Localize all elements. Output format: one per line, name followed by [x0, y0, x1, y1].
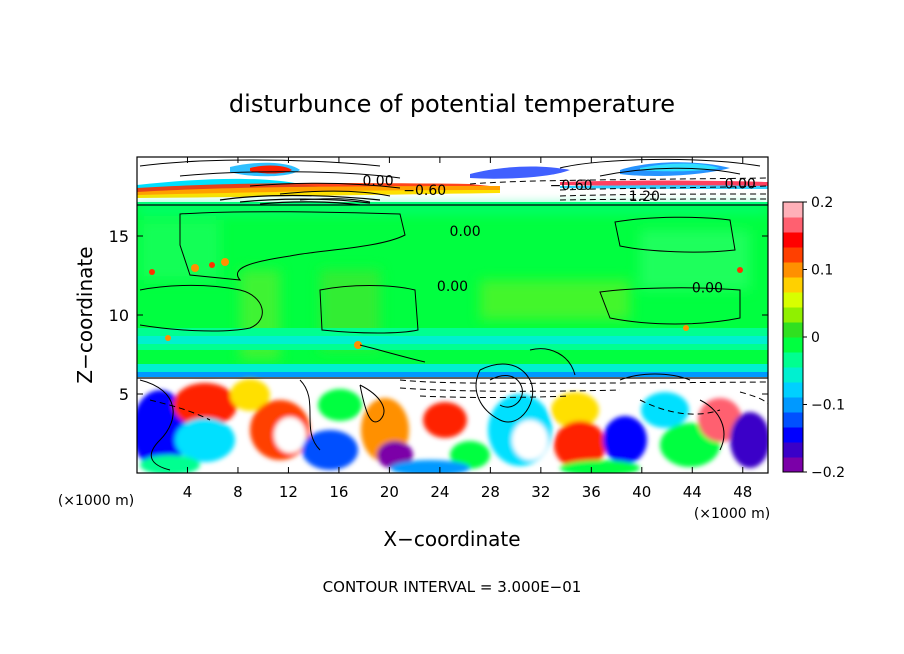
- colorbar-swatch: [783, 457, 803, 473]
- colorbar-ticks: 0.2 0.1 0 −0.1 −0.2: [803, 195, 845, 481]
- colorbar-swatch: [783, 277, 803, 293]
- colorbar-swatch: [783, 337, 803, 353]
- contour-lines-dashed: [149, 177, 768, 421]
- contour-label: 0.00: [450, 224, 481, 240]
- contour-label: 1.20: [629, 189, 660, 205]
- colorbar-tick-label: −0.1: [811, 398, 845, 414]
- upper-band-yellow: [137, 190, 500, 198]
- green-lower-band-2: [137, 336, 768, 344]
- colorbar-swatch: [783, 217, 803, 233]
- colorbar-tick-label: −0.2: [811, 465, 845, 481]
- upper-layer: [137, 157, 768, 206]
- green-lower-band-1: [137, 328, 768, 336]
- x-tick-label: 16: [329, 483, 348, 501]
- colorbar-tick-label: 0.1: [811, 263, 833, 279]
- x-tick-label: 4: [183, 483, 193, 501]
- speckles: [149, 258, 743, 349]
- lower-layer-blobs: [137, 379, 768, 473]
- x-axis-ticks: 4 8 12 16 20 24 28 32 36 40 44 48: [183, 157, 752, 501]
- y-axis-label: Z−coordinate: [73, 246, 97, 383]
- colorbar-swatch: [783, 382, 803, 398]
- upper-blob-blue: [470, 166, 570, 179]
- contour-interval-note: CONTOUR INTERVAL = 3.000E−01: [323, 578, 582, 596]
- y-axis-ticks: 5 10 15: [109, 227, 768, 404]
- colorbar-swatch: [783, 262, 803, 278]
- colorbar-swatch: [783, 442, 803, 458]
- y-tick-label: 5: [119, 385, 129, 404]
- contour-label: 0.00: [362, 173, 393, 189]
- plot-field: 0.00 −0.60 −0.60 1.20 0.00 0.00 0.00 0.00: [137, 157, 768, 473]
- colorbar-swatch: [783, 412, 803, 428]
- colorbar-swatch: [783, 247, 803, 263]
- y-tick-label: 15: [109, 227, 129, 246]
- chart-title: disturbunce of potential temperature: [229, 90, 675, 118]
- contour-label: 0.00: [437, 279, 468, 295]
- x-unit-right: (×1000 m): [694, 506, 770, 522]
- green-lower-band-5: [137, 372, 768, 377]
- contour-label: −0.60: [550, 178, 593, 194]
- colorbar-swatch: [783, 292, 803, 308]
- colorbar-swatch: [783, 367, 803, 383]
- colorbar-tick-label: 0.2: [811, 195, 833, 211]
- upper-strip-cyan: [560, 185, 768, 189]
- x-unit-left: (×1000 m): [58, 493, 134, 509]
- contour-lines-dense: [137, 194, 768, 379]
- x-axis-label: X−coordinate: [383, 527, 520, 551]
- colorbar-swatch: [783, 202, 803, 218]
- x-tick-label: 40: [632, 483, 651, 501]
- green-lower-band-4: [137, 364, 768, 372]
- green-lower-band-3: [137, 344, 768, 350]
- x-tick-label: 20: [380, 483, 399, 501]
- x-tick-label: 28: [481, 483, 500, 501]
- x-tick-label: 32: [531, 483, 550, 501]
- colorbar: [783, 202, 803, 473]
- colorbar-swatch: [783, 322, 803, 338]
- contour-labels: 0.00 −0.60 −0.60 1.20 0.00 0.00 0.00 0.00: [362, 173, 756, 297]
- colorbar-swatch: [783, 397, 803, 413]
- x-tick-label: 44: [683, 483, 702, 501]
- colorbar-swatch: [783, 232, 803, 248]
- colorbar-tick-label: 0: [811, 330, 820, 346]
- colorbar-swatch: [783, 307, 803, 323]
- contour-lines: [139, 158, 761, 471]
- y-tick-label: 10: [109, 306, 129, 325]
- x-tick-label: 12: [279, 483, 298, 501]
- colorbar-swatch: [783, 427, 803, 443]
- x-tick-label: 8: [233, 483, 243, 501]
- x-tick-label: 24: [430, 483, 449, 501]
- colorbar-swatch: [783, 352, 803, 368]
- x-tick-label: 48: [733, 483, 752, 501]
- contour-label: −0.60: [403, 183, 446, 199]
- contour-label: 0.00: [725, 176, 756, 192]
- x-tick-label: 36: [582, 483, 601, 501]
- upper-edge-green: [137, 202, 768, 206]
- upper-strip-red: [560, 180, 768, 186]
- contour-label: 0.00: [692, 281, 723, 297]
